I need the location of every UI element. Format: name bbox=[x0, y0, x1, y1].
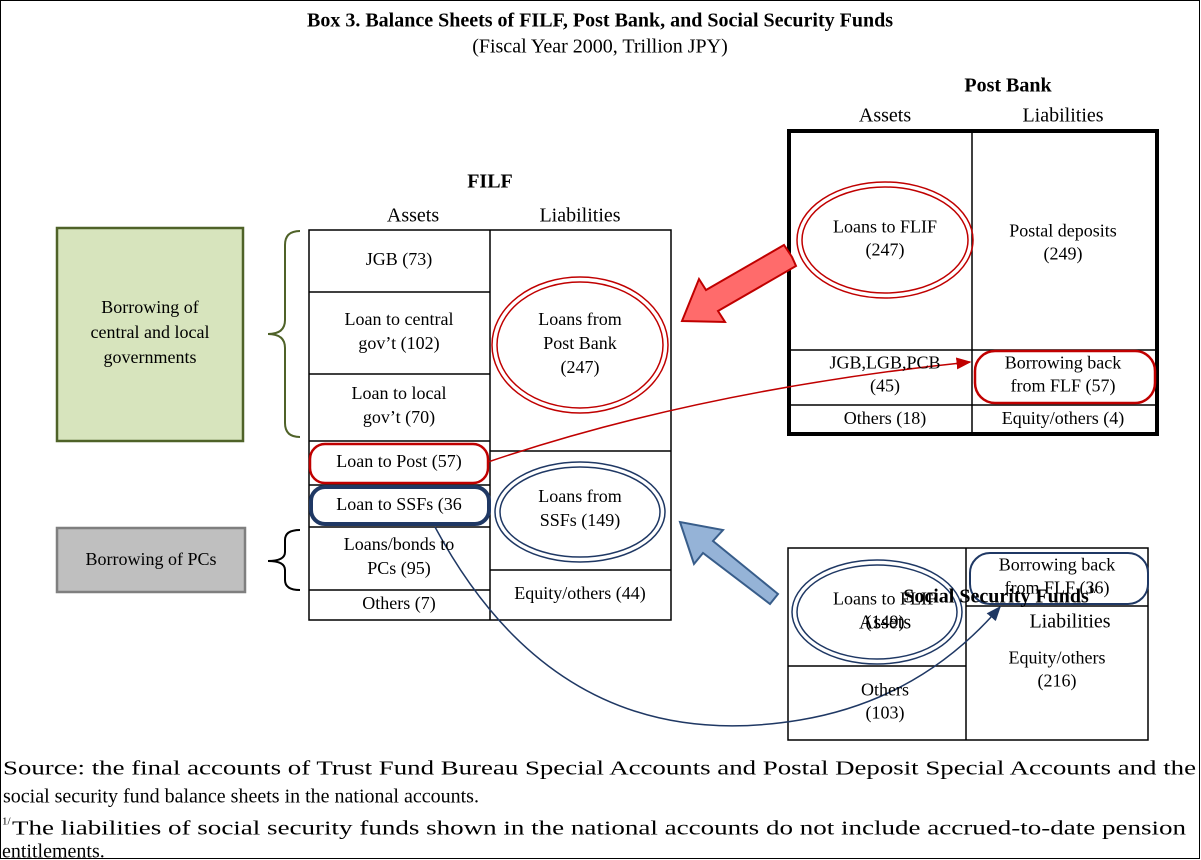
cell-text: (247) bbox=[866, 240, 905, 261]
source: Source: the final accounts of Trust Fund… bbox=[3, 758, 1196, 780]
cell-text: (149) bbox=[866, 612, 905, 633]
group-box bbox=[55, 526, 247, 594]
cell-text: Others (18) bbox=[844, 408, 926, 429]
cell-text: Loan to SSFs (36 bbox=[336, 494, 462, 515]
cell-text: gov’t (70) bbox=[363, 407, 435, 428]
highlight bbox=[308, 181, 1157, 485]
cell-text: from FLF (36) bbox=[1005, 578, 1110, 599]
flow-arrow bbox=[680, 243, 798, 324]
group-box bbox=[55, 226, 245, 443]
sheet-title: Post Bank bbox=[964, 75, 1052, 97]
cell-text: JGB (73) bbox=[366, 249, 433, 270]
cell-text: (45) bbox=[870, 376, 900, 397]
cell-text: Others (7) bbox=[362, 593, 435, 614]
cell-text: Postal deposits bbox=[1009, 221, 1117, 241]
cell-text: Borrowing back bbox=[1005, 353, 1121, 373]
subtitle: (Fiscal Year 2000, Trillion JPY) bbox=[472, 36, 728, 58]
cell-text: Loans from bbox=[538, 486, 621, 506]
cell-text: PCs (95) bbox=[367, 558, 431, 579]
sheet-title: Social Security Funds bbox=[903, 586, 1089, 608]
column-header: Liabilities bbox=[539, 205, 620, 227]
footnote-mark: 1/ bbox=[2, 816, 12, 828]
column-header: Assets bbox=[859, 105, 911, 127]
flow-line bbox=[434, 526, 1001, 727]
highlight bbox=[309, 461, 1149, 665]
cell-text: central and local bbox=[91, 322, 210, 342]
cell-text: SSFs (149) bbox=[540, 510, 621, 531]
cell-text: Borrowing of PCs bbox=[85, 549, 216, 569]
cell-text: from FLF (57) bbox=[1011, 376, 1116, 397]
brace bbox=[267, 529, 301, 591]
cell-text: Equity/others (44) bbox=[514, 583, 645, 604]
cell-text: (216) bbox=[1038, 671, 1077, 692]
cell-text: JGB,LGB,PCB bbox=[829, 353, 940, 373]
cell-text: (249) bbox=[1044, 244, 1083, 265]
cell-text: gov’t (102) bbox=[358, 333, 439, 354]
cell-text: Loans to FLIF bbox=[833, 217, 937, 237]
cell-text: Loan to local bbox=[352, 383, 447, 403]
cell-text: Loans to FLIF bbox=[833, 589, 937, 609]
cell-text: Equity/others (4) bbox=[1002, 408, 1124, 429]
cell-text: Loan to central bbox=[345, 309, 454, 329]
cell-text: Loans from bbox=[538, 309, 621, 329]
flow-line bbox=[487, 357, 972, 463]
column-header: Assets bbox=[387, 205, 439, 227]
footnote: The liabilities of social security funds… bbox=[12, 818, 1186, 840]
cell-text: Others bbox=[861, 680, 909, 700]
cell-text: (247) bbox=[561, 357, 600, 378]
source: social security fund balance sheets in t… bbox=[3, 786, 479, 808]
cell-text: (103) bbox=[866, 703, 905, 724]
brace bbox=[267, 230, 301, 438]
title: Box 3. Balance Sheets of FILF, Post Bank… bbox=[307, 10, 893, 32]
cell-text: governments bbox=[104, 347, 197, 367]
cell-text: Borrowing of bbox=[101, 297, 199, 317]
footnote-mark: 1/ bbox=[1088, 582, 1098, 596]
cell-text: Loan to Post (57) bbox=[336, 451, 462, 472]
flow-arrow bbox=[678, 520, 780, 606]
column-header: Liabilities bbox=[1029, 611, 1110, 633]
column-header: Liabilities bbox=[1022, 105, 1103, 127]
cell-text: Post Bank bbox=[543, 333, 617, 353]
cell-text: Loans/bonds to bbox=[344, 534, 455, 554]
cell-text: Equity/others bbox=[1009, 648, 1106, 668]
column-header: Assets bbox=[859, 612, 911, 634]
sheet-title: FILF bbox=[467, 171, 513, 193]
footnote: entitlements. bbox=[2, 841, 105, 860]
cell-text: Borrowing back bbox=[999, 555, 1115, 575]
